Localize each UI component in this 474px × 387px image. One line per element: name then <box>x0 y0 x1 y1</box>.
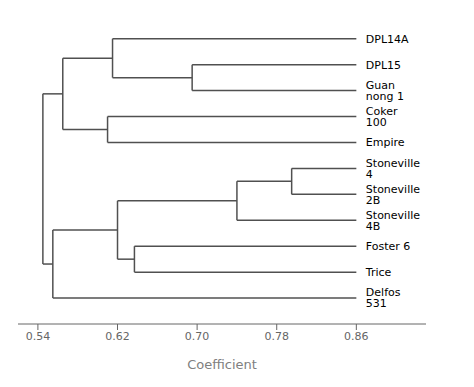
svg-text:Delfos531: Delfos531 <box>366 286 401 310</box>
svg-text:0.78: 0.78 <box>264 330 289 343</box>
svg-text:0.70: 0.70 <box>185 330 210 343</box>
svg-text:Coker100: Coker100 <box>366 105 398 129</box>
svg-text:Guannong 1: Guannong 1 <box>366 79 404 103</box>
svg-text:DPL14A: DPL14A <box>366 33 409 46</box>
svg-text:Trice: Trice <box>365 266 392 279</box>
svg-text:0.86: 0.86 <box>344 330 369 343</box>
svg-text:Stoneville4: Stoneville4 <box>366 157 420 181</box>
svg-text:Stoneville2B: Stoneville2B <box>366 183 420 207</box>
svg-text:Coefficient: Coefficient <box>187 357 257 372</box>
svg-text:Empire: Empire <box>366 136 405 149</box>
svg-text:Foster 6: Foster 6 <box>366 240 411 253</box>
svg-text:DPL15: DPL15 <box>366 59 401 72</box>
svg-text:0.54: 0.54 <box>26 330 51 343</box>
svg-text:Stoneville4B: Stoneville4B <box>366 209 420 233</box>
svg-text:0.62: 0.62 <box>105 330 130 343</box>
